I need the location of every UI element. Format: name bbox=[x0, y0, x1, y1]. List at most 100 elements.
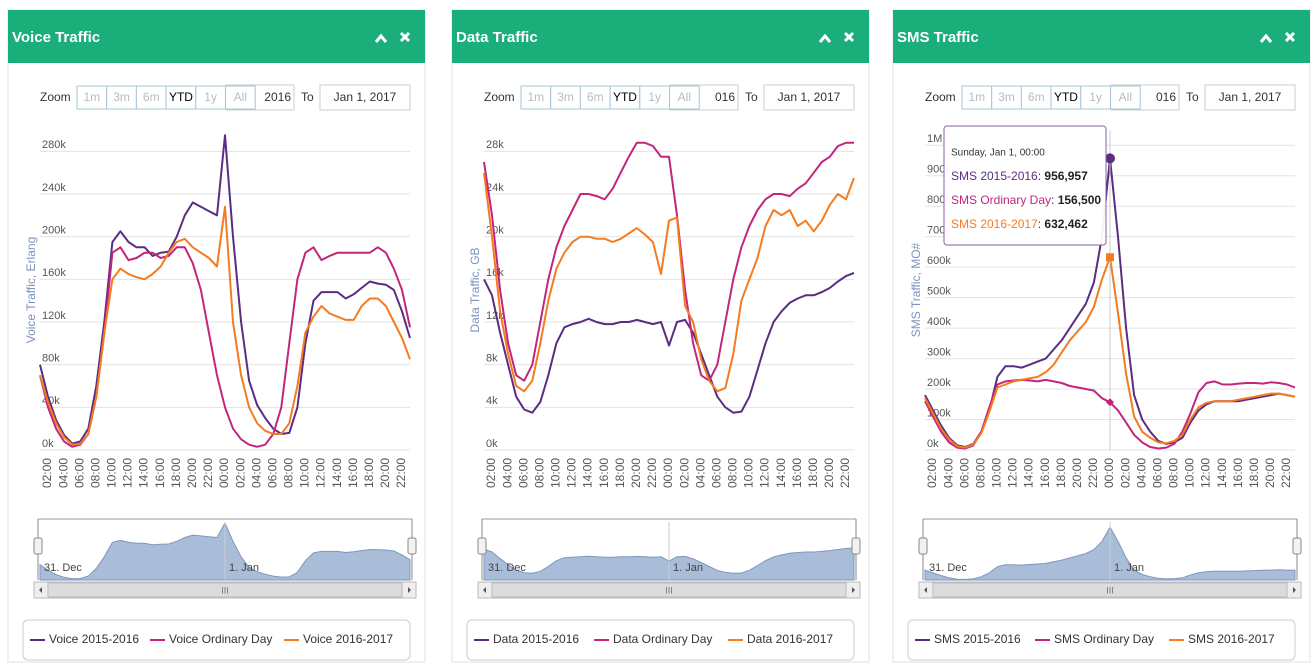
zoom-button-label[interactable]: All bbox=[234, 90, 247, 104]
zoom-button-label[interactable]: 3m bbox=[113, 90, 130, 104]
navigator-handle[interactable] bbox=[918, 537, 928, 555]
zoom-button-label[interactable]: All bbox=[1119, 90, 1132, 104]
legend-label[interactable]: Data 2016-2017 bbox=[747, 632, 833, 646]
zoom-button-label[interactable]: All bbox=[678, 90, 691, 104]
x-tick-label: 14:00 bbox=[581, 458, 595, 488]
zoom-button-label[interactable]: YTD bbox=[1054, 90, 1078, 104]
zoom-button-label[interactable]: YTD bbox=[613, 90, 637, 104]
to-input[interactable] bbox=[1204, 84, 1296, 111]
zoom-button-label[interactable]: 1y bbox=[204, 90, 217, 104]
legend-label[interactable]: SMS Ordinary Day bbox=[1054, 632, 1154, 646]
tooltip-entry: SMS Ordinary Day: 156,500 bbox=[951, 193, 1101, 207]
zoom-button-label[interactable]: 1y bbox=[1089, 90, 1102, 104]
legend-label[interactable]: Data Ordinary Day bbox=[613, 632, 712, 646]
x-tick-label: 16:00 bbox=[790, 458, 804, 488]
y-axis-title: SMS Traffic, MO# bbox=[909, 242, 923, 337]
zoom-button-label[interactable]: 6m bbox=[1028, 90, 1045, 104]
x-tick-label: 08:00 bbox=[88, 458, 102, 488]
y-tick-label: 0k bbox=[42, 438, 54, 450]
zoom-button-label[interactable]: 1m bbox=[969, 90, 986, 104]
to-date: Jan 1, 2017 bbox=[778, 90, 841, 104]
tooltip-separator: : bbox=[1038, 217, 1045, 231]
zoom-button-label[interactable]: 6m bbox=[143, 90, 160, 104]
x-tick-label: 02:00 bbox=[484, 458, 498, 488]
y-tick-label: 20k bbox=[486, 225, 504, 237]
navigator-handle[interactable] bbox=[33, 537, 43, 555]
tooltip-entry: SMS 2016-2017: 632,462 bbox=[951, 217, 1088, 231]
y-tick-label: 200k bbox=[42, 225, 66, 237]
scrollbar-thumb[interactable] bbox=[47, 582, 403, 598]
zoom-label: Zoom bbox=[40, 90, 71, 104]
x-tick-label: 12:00 bbox=[121, 458, 135, 488]
legend-label[interactable]: Voice 2016-2017 bbox=[303, 632, 393, 646]
panel-title: Data Traffic bbox=[456, 29, 538, 46]
scrollbar-grip: III bbox=[665, 585, 673, 595]
navigator-handle[interactable] bbox=[477, 537, 487, 555]
panel: Data Traffic Zoom 016 1m 3m 6m YTD 1y All To Jan 1… bbox=[451, 9, 870, 663]
x-tick-label: 18:00 bbox=[613, 458, 627, 488]
from-date: 2016 bbox=[264, 90, 291, 104]
panel: Voice Traffic Zoom 2016 1m 3m 6m YTD 1y All To Jan… bbox=[7, 9, 426, 663]
zoom-button-label[interactable]: 6m bbox=[587, 90, 604, 104]
to-date: Jan 1, 2017 bbox=[1219, 90, 1282, 104]
x-tick-label: 04:00 bbox=[941, 458, 955, 488]
zoom-button-label[interactable]: 3m bbox=[557, 90, 574, 104]
x-tick-label: 12:00 bbox=[565, 458, 579, 488]
to-date: Jan 1, 2017 bbox=[334, 90, 397, 104]
collapse-icon[interactable] bbox=[1259, 33, 1273, 43]
zoom-button-label[interactable]: YTD bbox=[169, 90, 193, 104]
hover-marker bbox=[1106, 398, 1114, 407]
from-date: 016 bbox=[1156, 90, 1176, 104]
x-tick-label: 20:00 bbox=[1070, 458, 1084, 488]
y-tick-label: 24k bbox=[486, 182, 504, 194]
legend-label[interactable]: Data 2015-2016 bbox=[493, 632, 579, 646]
zoom-button[interactable] bbox=[225, 85, 256, 110]
navigator-handle[interactable] bbox=[1292, 537, 1302, 555]
close-icon[interactable] bbox=[843, 31, 855, 43]
zoom-button-label[interactable]: 1m bbox=[84, 90, 101, 104]
x-tick-label: 20:00 bbox=[185, 458, 199, 488]
zoom-button-label[interactable]: 1y bbox=[648, 90, 661, 104]
tooltip-value: 956,957 bbox=[1044, 169, 1088, 183]
to-input[interactable] bbox=[319, 84, 411, 111]
close-icon[interactable] bbox=[399, 31, 411, 43]
x-tick-label: 02:00 bbox=[925, 458, 939, 488]
scrollbar-thumb[interactable] bbox=[491, 582, 847, 598]
legend-box bbox=[907, 619, 1296, 661]
navigator-handle[interactable] bbox=[407, 537, 417, 555]
y-tick-label: 1M bbox=[927, 133, 942, 145]
x-tick-label: 20:00 bbox=[1263, 458, 1277, 488]
zoom-button-label[interactable]: 1m bbox=[528, 90, 545, 104]
navigator-label: 31. Dec bbox=[488, 562, 526, 574]
to-input[interactable] bbox=[763, 84, 855, 111]
x-tick-label: 04:00 bbox=[693, 458, 707, 488]
zoom-button-label[interactable]: 3m bbox=[998, 90, 1015, 104]
x-tick-label: 14:00 bbox=[1215, 458, 1229, 488]
x-tick-label: 14:00 bbox=[330, 458, 344, 488]
from-date: 016 bbox=[715, 90, 735, 104]
collapse-icon[interactable] bbox=[374, 33, 388, 43]
zoom-button[interactable] bbox=[1110, 85, 1141, 110]
y-tick-label: 28k bbox=[486, 139, 504, 151]
legend-label[interactable]: SMS 2016-2017 bbox=[1188, 632, 1275, 646]
x-tick-label: 08:00 bbox=[973, 458, 987, 488]
y-tick-label: 200k bbox=[927, 377, 951, 389]
legend-label[interactable]: Voice Ordinary Day bbox=[169, 632, 272, 646]
x-tick-label: 22:00 bbox=[394, 458, 408, 488]
scrollbar-thumb[interactable] bbox=[932, 582, 1288, 598]
y-tick-label: 0k bbox=[927, 438, 939, 450]
x-tick-label: 16:00 bbox=[153, 458, 167, 488]
zoom-button[interactable] bbox=[669, 85, 700, 110]
legend-label[interactable]: SMS 2015-2016 bbox=[934, 632, 1021, 646]
y-tick-label: 80k bbox=[42, 353, 60, 365]
legend-label[interactable]: Voice 2015-2016 bbox=[49, 632, 139, 646]
collapse-icon[interactable] bbox=[818, 33, 832, 43]
series-line bbox=[39, 134, 411, 445]
to-label: To bbox=[745, 90, 758, 104]
x-tick-label: 14:00 bbox=[1022, 458, 1036, 488]
x-tick-label: 02:00 bbox=[40, 458, 54, 488]
close-icon[interactable] bbox=[1284, 31, 1296, 43]
x-tick-label: 10:00 bbox=[1183, 458, 1197, 488]
x-tick-label: 06:00 bbox=[72, 458, 86, 488]
navigator-handle[interactable] bbox=[851, 537, 861, 555]
